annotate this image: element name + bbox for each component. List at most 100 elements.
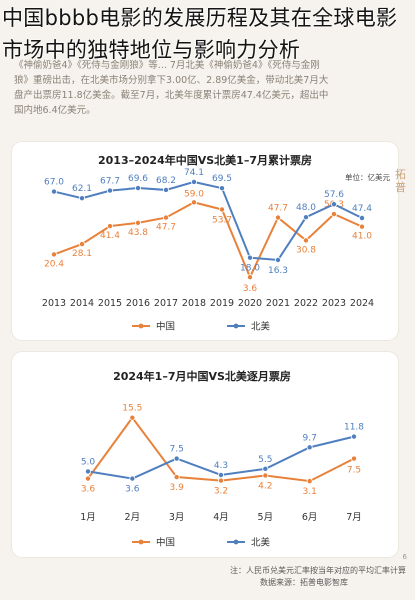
data-label: 16.3: [268, 266, 288, 276]
x-tick-label: 2021: [266, 298, 290, 309]
series-line-north-america: [53, 180, 363, 262]
article-line: 盘产出票房11.8亿美金。截至7月，北美年度累计票房47.4亿美元，超出中: [14, 90, 329, 101]
data-point: [162, 186, 169, 193]
x-tick-label: 2020: [238, 298, 262, 309]
data-point: [217, 471, 224, 478]
data-label: 4.2: [258, 482, 272, 492]
data-point: [262, 465, 269, 472]
data-label: 9.7: [303, 433, 317, 443]
chart-title: 2024年1–7月中国VS北美逐月票房: [113, 369, 291, 383]
data-point: [358, 223, 365, 230]
data-point: [173, 474, 180, 481]
data-label: 74.1: [184, 168, 204, 178]
data-point: [162, 214, 169, 221]
data-point: [306, 478, 313, 485]
data-label: 41.4: [100, 231, 120, 241]
data-point: [107, 223, 114, 230]
data-label: 20.4: [44, 259, 64, 269]
data-point: [274, 214, 281, 221]
data-point: [330, 201, 337, 208]
x-tick-label: 2014: [70, 298, 94, 309]
legend-label: 北美: [251, 537, 271, 549]
data-label: 67.7: [100, 177, 120, 187]
data-label: 47.7: [156, 223, 176, 233]
article-line: 国内地6.4亿美元。: [14, 105, 96, 116]
data-label: 53.7: [212, 216, 232, 226]
chart-unit: 单位：亿美元: [345, 172, 390, 182]
data-point: [358, 215, 365, 222]
page-number: 6: [402, 553, 407, 561]
data-label: 30.8: [296, 245, 316, 255]
x-tick-label: 2019: [210, 298, 234, 309]
x-tick-label: 6月: [302, 512, 318, 523]
data-label: 47.7: [268, 204, 288, 214]
data-label: 7.5: [170, 445, 184, 455]
data-label: 15.5: [122, 404, 142, 414]
data-label: 41.0: [352, 232, 372, 242]
data-label: 3.9: [170, 483, 185, 493]
data-point: [306, 444, 313, 451]
data-point: [135, 185, 142, 192]
x-tick-label: 5月: [258, 512, 274, 523]
data-label: 48.0: [296, 203, 316, 213]
series-line-china: [53, 201, 363, 280]
legend-marker: [233, 539, 239, 545]
data-label: 59.0: [184, 189, 204, 199]
x-tick-label: 4月: [213, 512, 229, 523]
data-point: [330, 211, 337, 218]
x-tick-label: 3月: [169, 512, 185, 523]
legend-label: 中国: [156, 321, 175, 333]
legend-label: 北美: [251, 321, 271, 333]
legend-label: 中国: [156, 537, 175, 549]
data-label: 3.1: [303, 487, 317, 497]
x-tick-label: 7月: [346, 512, 362, 523]
x-tick-label: 2013: [42, 298, 66, 309]
data-label: 3.6: [243, 284, 258, 294]
data-point: [274, 256, 281, 263]
data-label: 3.6: [81, 485, 96, 495]
data-point: [129, 475, 136, 482]
data-point: [246, 274, 253, 281]
footnote: 注：人民币兑美元汇率按当年对应的平均汇率计算 数据来源：拓普电影智库: [230, 565, 410, 589]
data-point: [190, 178, 197, 185]
footnote-line: 注：人民币兑美元汇率按当年对应的平均汇率计算: [230, 566, 406, 575]
data-label: 68.2: [156, 176, 176, 186]
data-point: [51, 251, 58, 258]
data-label: 28.1: [72, 249, 92, 259]
data-point: [79, 195, 86, 202]
legend-marker: [138, 539, 144, 545]
x-tick-label: 2022: [294, 298, 318, 309]
x-tick-label: 1月: [80, 512, 96, 523]
data-label: 5.0: [81, 457, 96, 467]
x-tick-label: 2018: [182, 298, 206, 309]
data-point: [135, 219, 142, 226]
legend-marker: [233, 323, 239, 329]
data-label: 4.3: [214, 461, 228, 471]
x-tick-label: 2024: [350, 298, 374, 309]
x-tick-label: 2023: [322, 298, 346, 309]
data-point: [85, 468, 92, 475]
article-line: 《神偷奶爸4》《死侍与金刚狼》等... 7月北美《神偷奶爸4》《死侍与金刚: [14, 60, 320, 71]
chart-monthly: 2024年1–7月中国VS北美逐月票房 1月 2月 3月 4月 5月 6月 7月 3.6 15.…: [80, 369, 364, 549]
chart-card-monthly: 2024年1–7月中国VS北美逐月票房 1月 2月 3月 4月 5月 6月 7月 3.6 15.…: [12, 352, 398, 557]
data-point: [302, 214, 309, 221]
legend-marker: [138, 323, 144, 329]
data-point: [129, 414, 136, 421]
data-label: 69.5: [212, 174, 232, 184]
data-point: [51, 188, 58, 195]
data-label: 62.1: [72, 184, 92, 194]
data-label: 11.8: [344, 423, 364, 433]
data-label: 18.0: [240, 264, 260, 274]
data-label: 5.5: [258, 455, 272, 465]
headline: 中国bbbb电影的发展历程及其在全球电影市场中的独特地位与影响力分析: [2, 6, 398, 62]
data-label: 47.4: [352, 204, 372, 214]
data-label: 7.5: [347, 466, 361, 476]
data-label: 43.8: [128, 228, 148, 238]
data-point: [262, 472, 269, 479]
data-point: [79, 241, 86, 248]
x-tick-label: 2017: [154, 298, 178, 309]
data-point: [85, 475, 92, 482]
data-point: [246, 254, 253, 261]
series-line-china: [87, 415, 355, 483]
data-point: [190, 199, 197, 206]
